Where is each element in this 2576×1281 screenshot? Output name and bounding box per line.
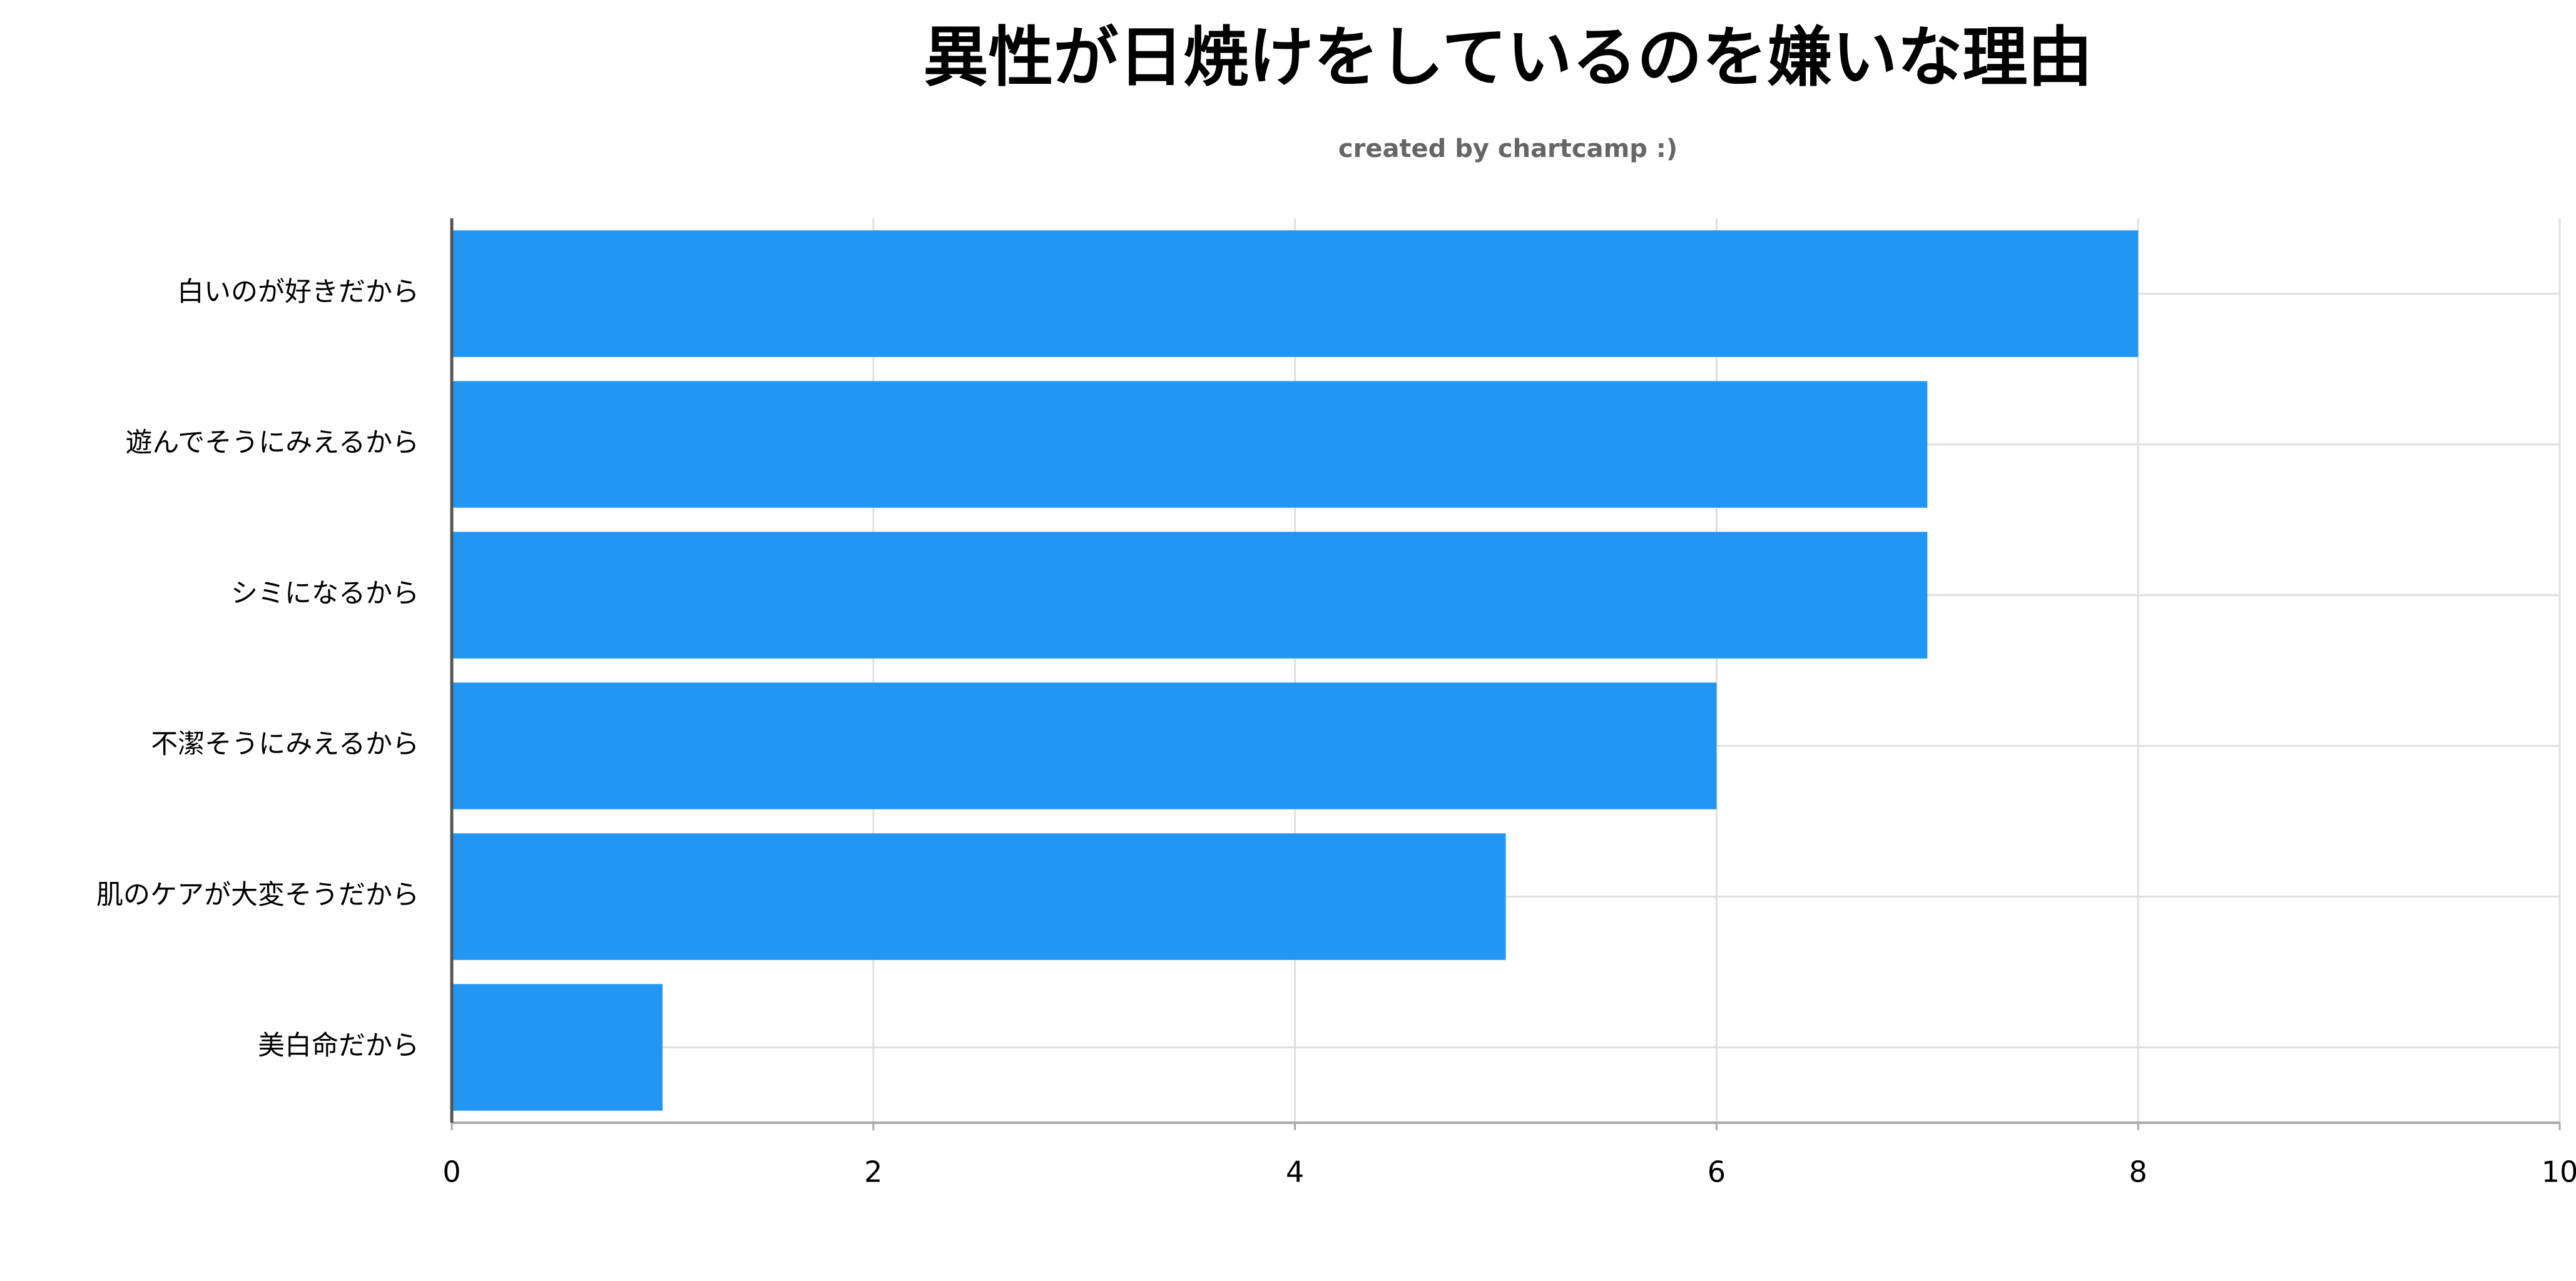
bar [452,984,663,1111]
y-tick-label: シミになるから [231,578,419,609]
bar [452,532,1928,659]
y-tick-label: 白いのが好きだから [177,276,419,308]
bar [452,230,2139,357]
x-tick-label: 0 [442,1155,461,1189]
x-tick-label: 10 [2542,1155,2576,1189]
chart-subtitle: created by chartcamp :) [1338,134,1677,163]
x-tick-label: 8 [2129,1155,2147,1189]
chart-title: 異性が日焼けをしているのを嫌いな理由 [924,19,2093,95]
bar [452,682,1717,809]
x-tick-label: 4 [1286,1155,1304,1189]
bar [452,833,1506,960]
bar [452,381,1928,508]
y-tick-label: 肌のケアが大変そうだから [96,879,419,911]
y-tick-label: 不潔そうにみえるから [151,729,419,760]
x-tick-label: 6 [1708,1155,1726,1189]
y-tick-label: 遊んでそうにみえるから [125,427,419,458]
y-tick-label: 美白命だから [258,1030,419,1061]
x-tick-label: 2 [864,1155,882,1189]
